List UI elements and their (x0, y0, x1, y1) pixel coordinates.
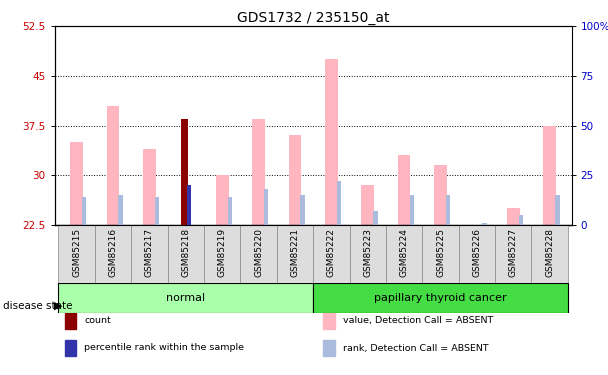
Bar (58, 283, 313, 314)
Bar (204, 225, 240, 283)
Text: GSM85226: GSM85226 (472, 228, 482, 277)
Text: GSM85228: GSM85228 (545, 228, 554, 277)
Bar (398, 155, 410, 225)
Text: GSM85225: GSM85225 (436, 228, 445, 277)
Bar (240, 225, 277, 283)
Text: GSM85227: GSM85227 (509, 228, 518, 277)
Bar (410, 195, 414, 225)
Bar (65, 314, 77, 328)
Text: GSM85224: GSM85224 (399, 228, 409, 277)
Bar (458, 225, 495, 283)
Text: GSM85219: GSM85219 (218, 228, 227, 277)
Text: GSM85220: GSM85220 (254, 228, 263, 277)
Text: GSM85217: GSM85217 (145, 228, 154, 277)
Bar (181, 119, 188, 225)
Text: GSM85215: GSM85215 (72, 228, 81, 277)
Text: GSM85218: GSM85218 (181, 228, 190, 277)
Bar (70, 142, 83, 225)
Bar (495, 225, 531, 283)
Bar (507, 208, 520, 225)
Text: rank, Detection Call = ABSENT: rank, Detection Call = ABSENT (342, 344, 488, 352)
Text: normal: normal (166, 293, 206, 303)
Bar (323, 340, 335, 356)
Text: GSM85223: GSM85223 (363, 228, 372, 277)
Bar (252, 119, 265, 225)
Bar (187, 185, 190, 225)
Bar (143, 149, 156, 225)
Bar (300, 195, 305, 225)
Bar (65, 340, 77, 356)
Bar (531, 225, 568, 283)
Bar (482, 223, 487, 225)
Bar (361, 185, 374, 225)
Bar (323, 314, 335, 328)
Text: GSM85216: GSM85216 (108, 228, 117, 277)
Bar (119, 195, 123, 225)
Bar (168, 225, 204, 283)
Bar (277, 225, 313, 283)
Bar (58, 225, 95, 283)
Bar (325, 59, 337, 225)
Bar (155, 197, 159, 225)
Text: percentile rank within the sample: percentile rank within the sample (84, 344, 244, 352)
Bar (446, 195, 451, 225)
Bar (423, 225, 458, 283)
Bar (264, 189, 268, 225)
Bar (227, 197, 232, 225)
Bar (313, 283, 568, 314)
Bar (544, 126, 556, 225)
Text: count: count (84, 316, 111, 326)
Text: value, Detection Call = ABSENT: value, Detection Call = ABSENT (342, 316, 493, 326)
Text: ▶: ▶ (54, 301, 62, 310)
Bar (337, 181, 341, 225)
Bar (519, 215, 523, 225)
Text: papillary thyroid cancer: papillary thyroid cancer (374, 293, 507, 303)
Bar (82, 197, 86, 225)
Bar (106, 106, 119, 225)
Bar (434, 165, 447, 225)
Bar (350, 225, 386, 283)
Bar (216, 175, 229, 225)
Bar (386, 225, 423, 283)
Bar (131, 225, 168, 283)
Bar (289, 135, 302, 225)
Text: GSM85222: GSM85222 (327, 228, 336, 277)
Title: GDS1732 / 235150_at: GDS1732 / 235150_at (237, 11, 389, 25)
Bar (313, 225, 350, 283)
Bar (373, 211, 378, 225)
Bar (95, 225, 131, 283)
Text: disease state: disease state (3, 301, 72, 310)
Text: GSM85221: GSM85221 (291, 228, 299, 277)
Bar (555, 195, 559, 225)
